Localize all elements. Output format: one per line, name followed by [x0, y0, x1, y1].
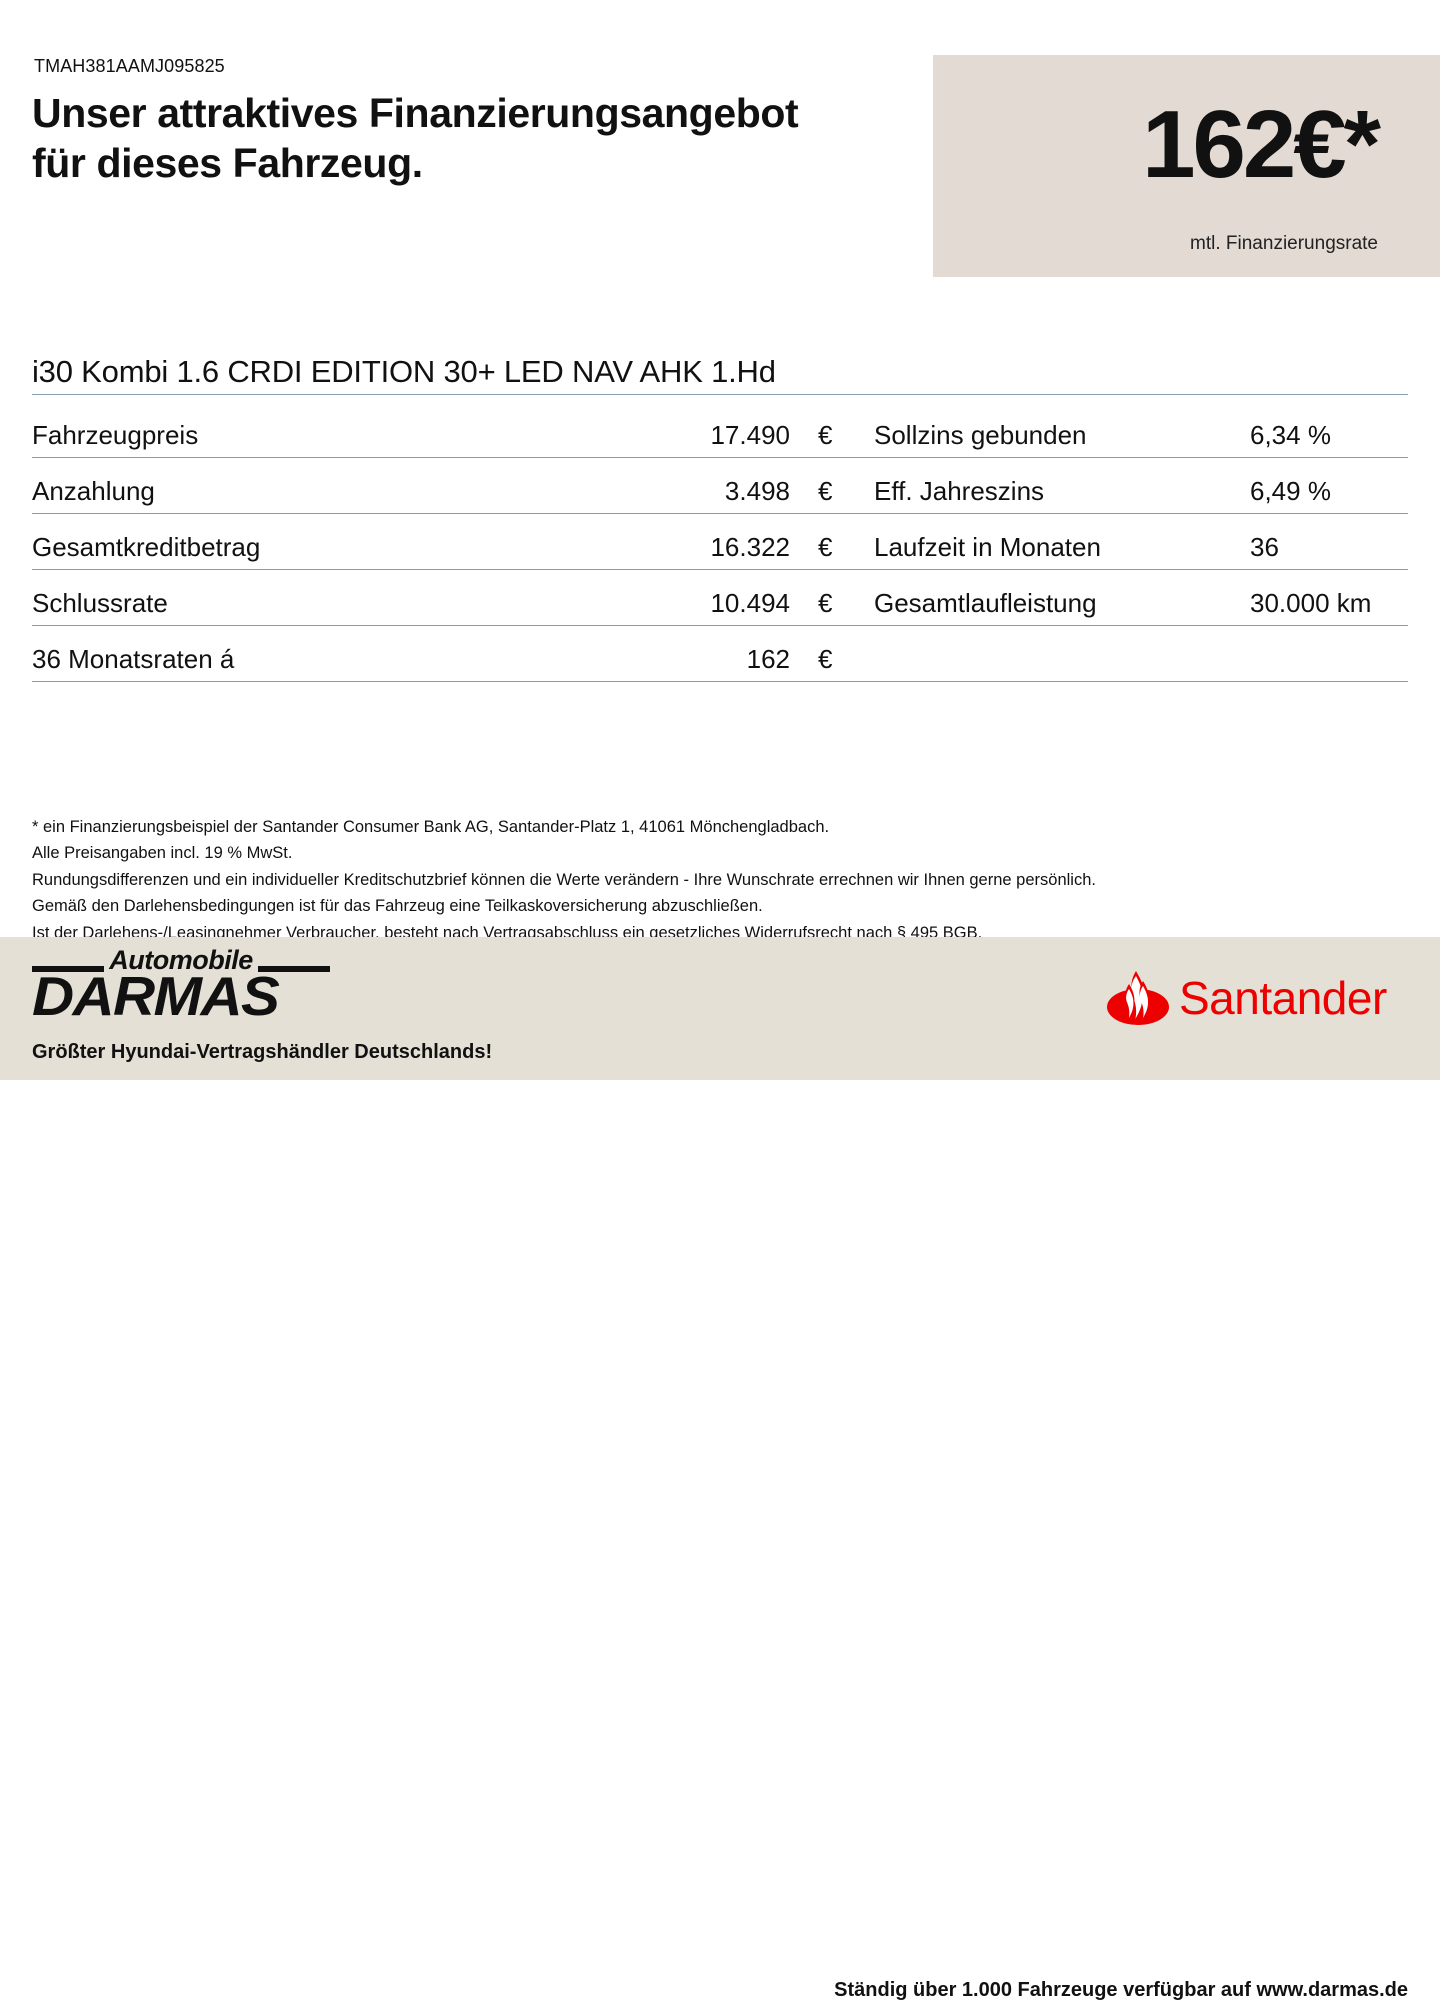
- row-currency-left: €: [818, 644, 833, 674]
- row-label-left: Schlussrate: [32, 588, 168, 618]
- row-value-left: 162: [746, 644, 790, 674]
- monthly-rate-box: 162€* mtl. Finanzierungsrate: [933, 55, 1440, 277]
- row-value-left: 3.498: [724, 476, 790, 506]
- monthly-rate-amount: 162€*: [1142, 91, 1381, 198]
- table-row: Gesamtkreditbetrag 16.322 € Laufzeit in …: [32, 514, 1408, 570]
- monthly-rate-caption: mtl. Finanzierungsrate: [1190, 233, 1378, 254]
- row-value-right: 36: [1250, 532, 1279, 562]
- table-row: Schlussrate 10.494 € Gesamtlaufleistung …: [32, 570, 1408, 626]
- santander-wordmark: Santander: [1179, 972, 1387, 1024]
- row-value-right: 6,34 %: [1250, 420, 1331, 450]
- headline-line-2: für dieses Fahrzeug.: [32, 140, 423, 187]
- vehicle-title: i30 Kombi 1.6 CRDI EDITION 30+ LED NAV A…: [32, 354, 776, 389]
- row-currency-left: €: [818, 588, 833, 618]
- darmas-logo-automobile-text: Automobile: [109, 945, 253, 975]
- row-label-left: Fahrzeugpreis: [32, 420, 199, 450]
- row-value-left: 17.490: [710, 420, 790, 450]
- table-row: Fahrzeugpreis 17.490 € Sollzins gebunden…: [32, 402, 1408, 458]
- darmas-logo-wordmark: DARMAS: [32, 965, 280, 1027]
- logo-bar-right-icon: [258, 966, 330, 972]
- footnote-line: Gemäß den Darlehensbedingungen ist für d…: [32, 897, 763, 916]
- row-label-left: Anzahlung: [32, 476, 155, 506]
- financing-details-table: Fahrzeugpreis 17.490 € Sollzins gebunden…: [32, 402, 1408, 682]
- table-row: 36 Monatsraten á 162 €: [32, 626, 1408, 682]
- row-label-left: 36 Monatsraten á: [32, 644, 235, 674]
- row-label-left: Gesamtkreditbetrag: [32, 532, 261, 562]
- inventory-tagline: Ständig über 1.000 Fahrzeuge verfügbar a…: [834, 1979, 1408, 2001]
- footnotes: * ein Finanzierungsbeispiel der Santande…: [32, 816, 1408, 948]
- darmas-logo-top-row: Automobile: [32, 945, 330, 975]
- table-row: Anzahlung 3.498 € Eff. Jahreszins 6,49 %: [32, 458, 1408, 514]
- row-label-right: Eff. Jahreszins: [874, 476, 1045, 506]
- row-value-left: 10.494: [710, 588, 790, 618]
- vehicle-identification-number: TMAH381AAMJ095825: [34, 56, 225, 76]
- footnote-line: * ein Finanzierungsbeispiel der Santande…: [32, 818, 830, 836]
- page-headline: Unser attraktives Finanzierungsangebot f…: [32, 88, 912, 188]
- darmas-logo: Automobile DARMAS: [32, 945, 332, 1027]
- row-label-right: Gesamtlaufleistung: [874, 588, 1097, 618]
- title-divider: [32, 394, 1408, 395]
- santander-flame-icon: [1107, 971, 1169, 1025]
- row-label-right: Laufzeit in Monaten: [874, 532, 1101, 562]
- headline-line-1: Unser attraktives Finanzierungsangebot: [32, 90, 799, 136]
- row-currency-left: €: [818, 532, 833, 562]
- header: TMAH381AAMJ095825 Unser attraktives Fina…: [0, 0, 1440, 300]
- row-currency-left: €: [818, 420, 833, 450]
- row-currency-left: €: [818, 476, 833, 506]
- footnote-line: Alle Preisangaben incl. 19 % MwSt.: [32, 844, 293, 863]
- row-value-right: 30.000 km: [1250, 588, 1372, 618]
- santander-logo: Santander: [1105, 963, 1387, 1033]
- row-value-right: 6,49 %: [1250, 476, 1331, 506]
- logo-bar-left-icon: [32, 966, 104, 972]
- row-label-right: Sollzins gebunden: [874, 420, 1087, 450]
- dealer-tagline: Größter Hyundai-Vertragshändler Deutschl…: [32, 1041, 493, 1063]
- footnote-line: Rundungsdifferenzen und ein individuelle…: [32, 870, 1096, 889]
- row-value-left: 16.322: [710, 532, 790, 562]
